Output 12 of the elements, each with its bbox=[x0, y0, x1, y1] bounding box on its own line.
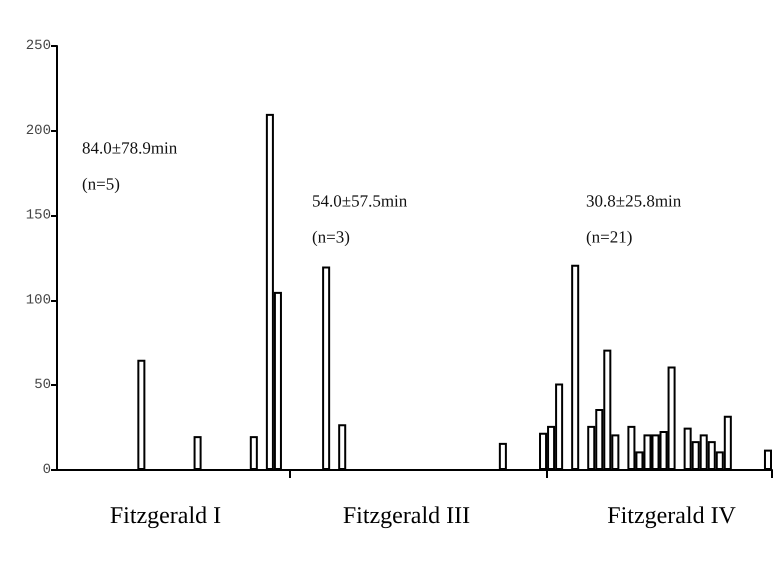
annotation: 84.0±78.9min (n=5) bbox=[82, 138, 178, 194]
annotation: 30.8±25.8min (n=21) bbox=[586, 192, 682, 246]
annotation: 54.0±57.5min (n=3) bbox=[312, 192, 408, 246]
x-tick-label: Fitzgerald I bbox=[110, 503, 222, 529]
y-tick-label: 150 bbox=[26, 208, 51, 224]
y-tick-label: 0 bbox=[42, 462, 51, 478]
y-tick-label: 250 bbox=[26, 38, 51, 54]
x-tick-label: Fitzgerald IV bbox=[607, 503, 737, 529]
y-tick-label: 100 bbox=[26, 292, 51, 308]
y-tick-label: 200 bbox=[26, 122, 51, 139]
y-tick-label: 50 bbox=[34, 377, 51, 394]
x-tick-label: Fitzgerald III bbox=[342, 503, 470, 529]
